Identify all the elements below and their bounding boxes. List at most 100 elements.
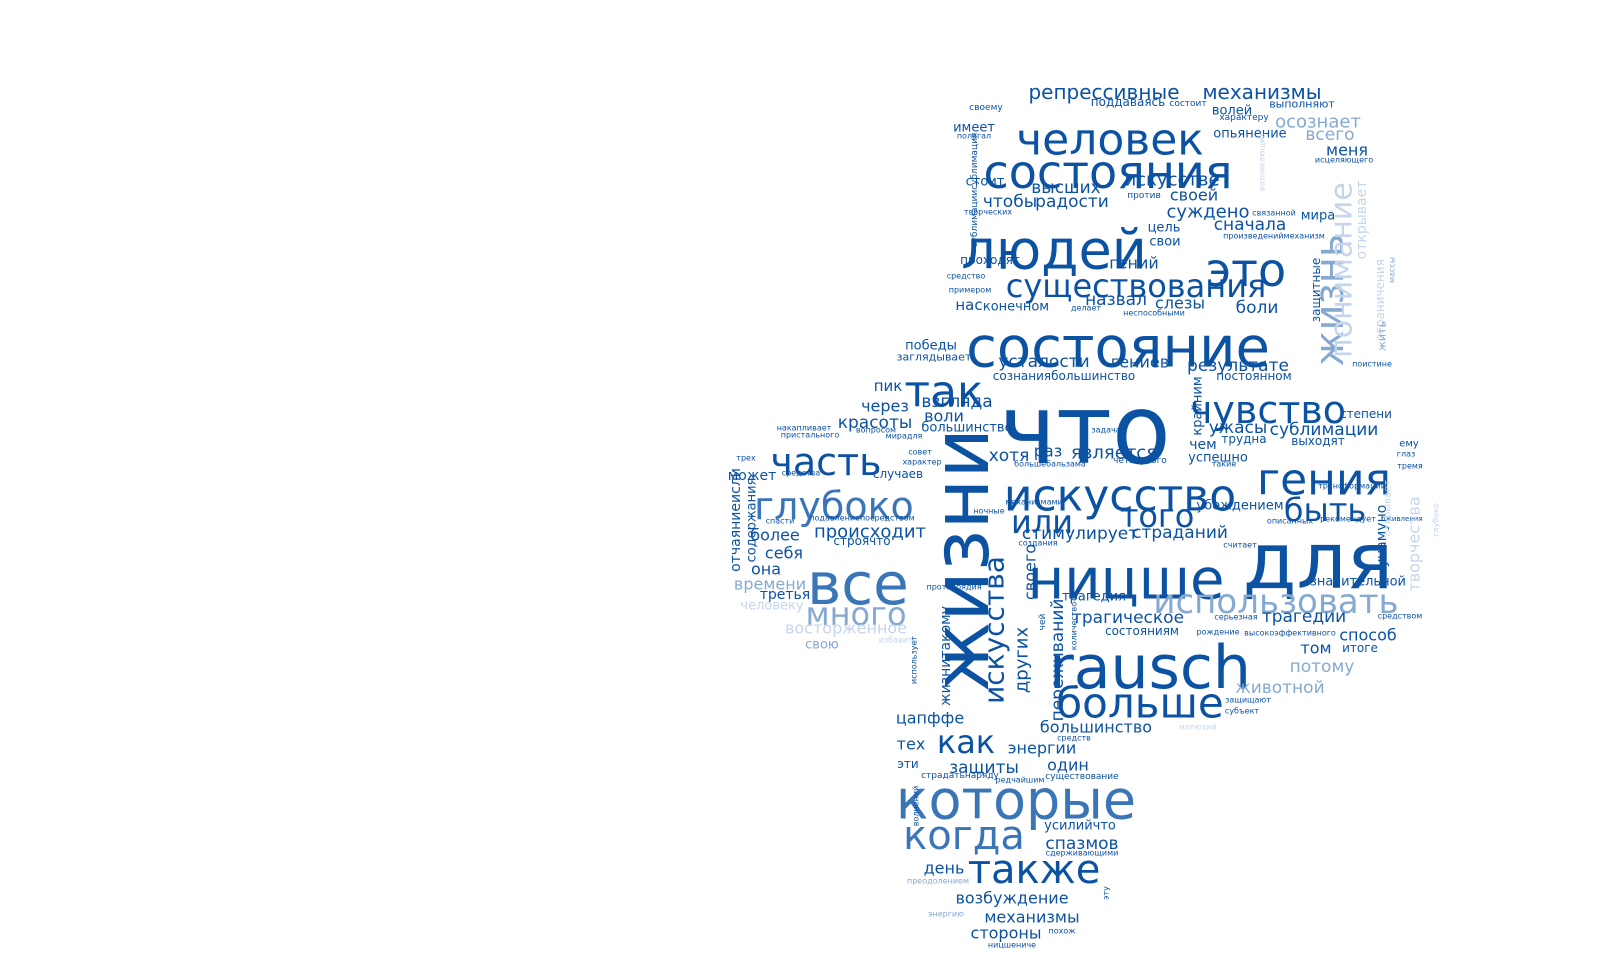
cloud-word: искусство (1004, 471, 1236, 522)
cloud-word: средством (1378, 612, 1423, 621)
cloud-word: стоит (966, 175, 1005, 190)
cloud-word: такие (1212, 460, 1237, 469)
cloud-word: серьезная (1214, 613, 1257, 622)
cloud-word: убеждением (1196, 499, 1283, 514)
cloud-word: унамуно (1374, 505, 1390, 568)
cloud-word: день (924, 859, 965, 878)
cloud-word: как (937, 723, 995, 761)
cloud-word: назвал (1085, 290, 1147, 310)
cloud-word: состоит (1169, 99, 1206, 109)
cloud-word: усталости (998, 352, 1089, 372)
cloud-word: поддаваясь (1091, 95, 1165, 109)
cloud-word: преодолением (907, 877, 969, 886)
cloud-word: заглядывает (897, 351, 972, 364)
cloud-word: случаев (873, 467, 923, 481)
cloud-word: цапффе (896, 709, 964, 728)
cloud-word: жизнь (1307, 233, 1353, 366)
cloud-word: происходит (814, 522, 926, 543)
cloud-word: боли (1236, 298, 1279, 318)
cloud-word: значительной (1310, 575, 1406, 590)
cloud-word: свои (1149, 235, 1180, 250)
cloud-word: меня (1326, 141, 1368, 160)
cloud-word: больше (1056, 679, 1223, 728)
cloud-word: жизнитакому (938, 606, 954, 706)
cloud-word: механизмами (1005, 498, 1062, 507)
cloud-word: поистине (1352, 360, 1392, 369)
cloud-word: сублимации (1270, 420, 1379, 440)
cloud-word: ему (1399, 439, 1419, 450)
cloud-word: энергию (928, 910, 964, 919)
cloud-word: способ (1339, 626, 1397, 645)
cloud-word: может (728, 468, 777, 484)
cloud-word: репрессивные (1028, 80, 1179, 104)
cloud-word: выходят (1291, 434, 1345, 448)
cloud-word: глубоко (754, 484, 914, 528)
cloud-word: редчайшим (996, 776, 1045, 785)
cloud-word: существования (1006, 267, 1266, 305)
cloud-word: строячто (833, 534, 890, 548)
cloud-word: нас (955, 296, 982, 314)
cloud-word: мирадля (886, 432, 923, 441)
cloud-word: глубоко (1432, 503, 1441, 537)
cloud-word: времени (734, 575, 806, 594)
cloud-word: описанных (1267, 517, 1313, 526)
cloud-word: усилийчто (1044, 819, 1116, 834)
cloud-word: делает (1071, 304, 1101, 313)
cloud-word: rausch (1049, 633, 1251, 703)
cloud-word: жизни (917, 428, 1007, 692)
cloud-word: крайним (1191, 376, 1206, 435)
cloud-word: стимулирует (1022, 524, 1138, 544)
cloud-word: трудна (1221, 432, 1266, 446)
cloud-word: характеру (1219, 113, 1269, 123)
cloud-word: против (1127, 191, 1161, 201)
cloud-word: сдерживающими (1046, 849, 1119, 858)
cloud-word: понимание (1325, 182, 1360, 358)
cloud-word: итоге (1342, 641, 1378, 655)
cloud-word: чей (1038, 614, 1048, 631)
cloud-word: которые (896, 769, 1136, 832)
cloud-word: людей (961, 219, 1147, 282)
cloud-word: свою (805, 638, 839, 653)
cloud-word: средств (1057, 734, 1091, 743)
cloud-word: чтобы (983, 192, 1037, 212)
cloud-word: это (1206, 243, 1286, 297)
cloud-word: человеку (740, 599, 803, 614)
cloud-word: пик (874, 377, 903, 395)
cloud-word: много (805, 595, 906, 633)
cloud-word: использовать (1153, 582, 1398, 622)
cloud-word: похож (1049, 927, 1076, 936)
cloud-word: опьянение (1213, 127, 1286, 142)
cloud-word: животной (1235, 678, 1324, 698)
cloud-word: содержания (745, 478, 760, 563)
cloud-word: трагическое (1072, 608, 1184, 628)
cloud-word: возбуждение (955, 889, 1068, 908)
cloud-word: использует (910, 636, 919, 684)
cloud-word: средства (782, 469, 821, 478)
cloud-word: слезы (1155, 294, 1205, 313)
cloud-word: трагедии (1262, 607, 1346, 627)
cloud-word: тех (897, 735, 926, 754)
cloud-word: ночные (973, 507, 1004, 516)
cloud-word: всего (1305, 125, 1354, 145)
cloud-word: чем (1189, 437, 1216, 453)
cloud-word: гений (1109, 254, 1159, 273)
cloud-word: сознаниябольшинство (993, 369, 1136, 383)
cloud-word: количество (1070, 602, 1079, 650)
cloud-word: взгляда (921, 392, 992, 412)
cloud-word: состояние (966, 316, 1270, 381)
cloud-word: выполняют (1269, 98, 1335, 111)
cloud-word: радости (1035, 192, 1109, 212)
cloud-word: более (750, 526, 800, 545)
cloud-word: творчества (1405, 496, 1424, 591)
cloud-word: искусства (978, 556, 1011, 704)
cloud-word: когда (903, 813, 1025, 859)
cloud-word: эти (897, 757, 918, 771)
cloud-word: постоянном (1216, 369, 1291, 383)
cloud-word: пристального (781, 431, 840, 440)
cloud-word: защиты (949, 758, 1019, 778)
cloud-word: стороны (971, 924, 1042, 943)
cloud-word: высокоэффективного (1244, 629, 1336, 638)
cloud-word: защищают (1225, 696, 1271, 705)
cloud-word: страданий (1132, 523, 1228, 543)
cloud-word: имеет (953, 121, 995, 136)
